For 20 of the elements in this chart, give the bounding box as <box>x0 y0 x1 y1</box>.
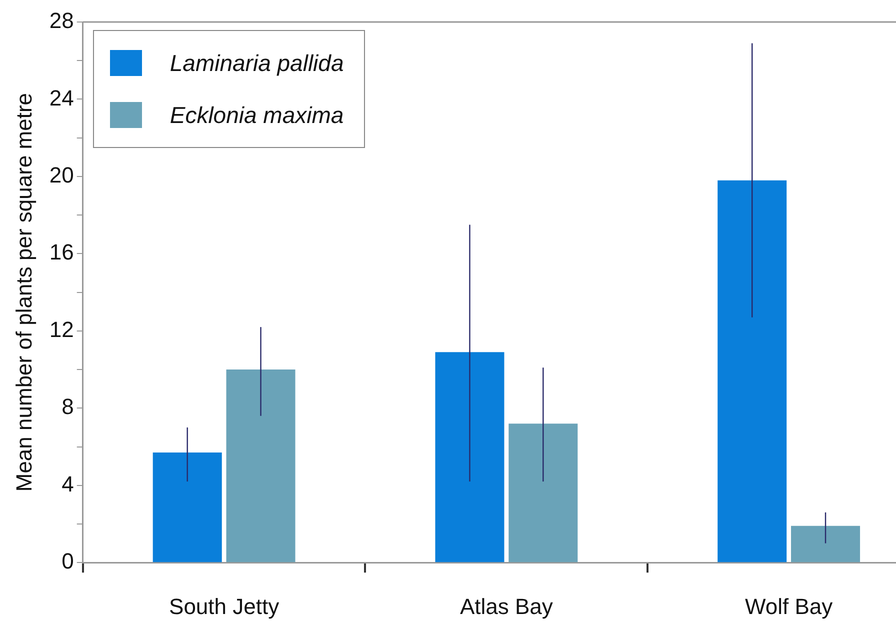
x-tick-label: Wolf Bay <box>745 594 833 619</box>
bar <box>508 424 578 562</box>
x-tick-label: South Jetty <box>169 594 280 619</box>
bar <box>152 452 222 562</box>
y-axis-title: Mean number of plants per square metre <box>11 92 36 492</box>
bar <box>226 370 296 562</box>
y-tick-label: 4 <box>62 471 74 496</box>
y-tick-label: 24 <box>49 85 74 110</box>
legend-label: Ecklonia maxima <box>170 102 344 128</box>
bar <box>791 526 860 562</box>
y-tick-label: 20 <box>49 162 74 188</box>
bar <box>435 352 504 562</box>
x-tick-label: Atlas Bay <box>460 594 553 619</box>
y-tick-label: 0 <box>62 548 74 574</box>
legend-label: Laminaria pallida <box>170 50 344 76</box>
bar <box>718 180 787 562</box>
y-tick-label: 8 <box>62 394 74 420</box>
y-tick-label: 12 <box>49 316 74 342</box>
y-tick-label: 28 <box>49 8 74 34</box>
y-tick-label: 16 <box>49 240 74 265</box>
